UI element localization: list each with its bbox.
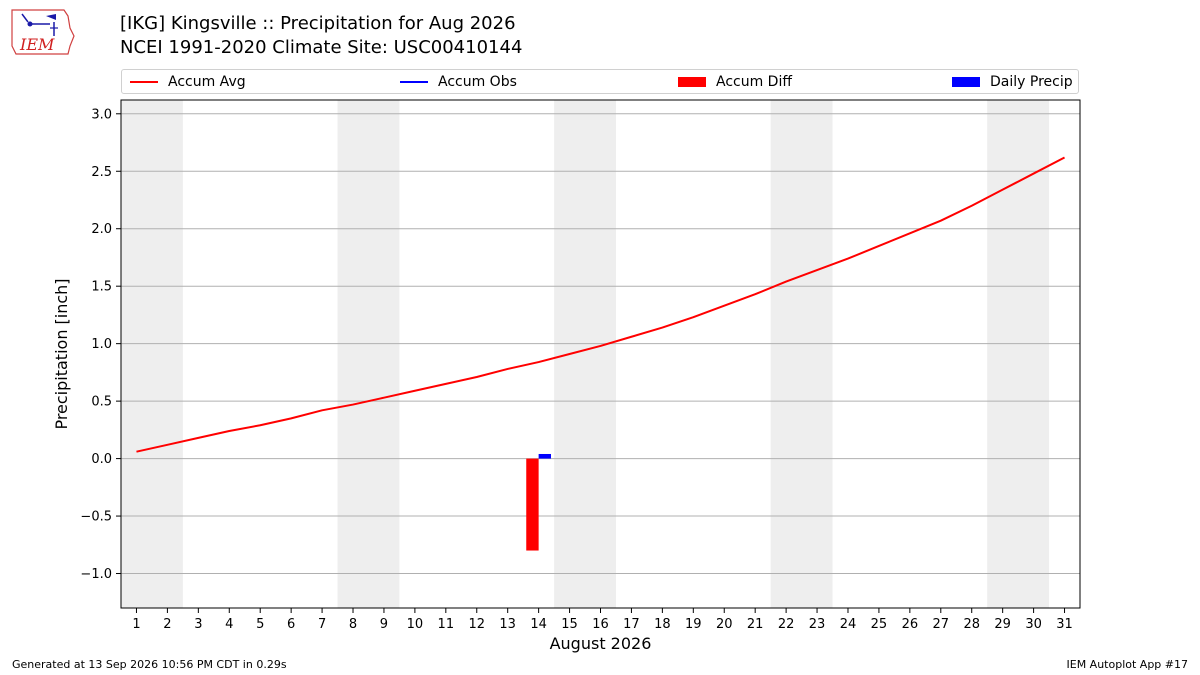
chart-subtitle: NCEI 1991-2020 Climate Site: USC00410144 [120,37,523,58]
y-tick-label: 1.0 [91,337,112,352]
x-tick-label: 4 [225,617,233,632]
weekend-band [987,100,1050,608]
x-tick-label: 7 [318,617,326,632]
weekend-band [121,100,183,608]
weekend-band [337,100,400,608]
x-tick-label: 9 [380,617,388,632]
legend-item-daily-precip: Daily Precip [952,70,1073,93]
x-tick-label: 8 [349,617,357,632]
chart-title: [IKG] Kingsville :: Precipitation for Au… [120,13,516,34]
grid-lines [121,113,1080,575]
x-tick-label: 20 [716,617,733,632]
x-tick-label: 14 [530,617,547,632]
x-tick-label: 6 [287,617,295,632]
y-tick-label: −0.5 [80,510,112,525]
x-tick-label: 29 [994,617,1011,632]
x-tick-label: 24 [840,617,857,632]
bar-daily-precip [538,453,552,459]
x-tick-label: 17 [623,617,640,632]
y-tick-label: 0.5 [91,395,112,410]
legend-label: Accum Avg [168,73,246,90]
y-axis-label: Precipitation [inch] [52,278,71,429]
bars [526,453,552,551]
legend-item-accum-obs: Accum Obs [400,70,517,93]
y-tick-label: 2.5 [91,165,112,180]
x-tick-label: 5 [256,617,264,632]
legend-line-swatch [400,80,428,83]
x-tick-label: 2 [163,617,171,632]
weekend-shading [121,100,1050,608]
x-tick-label: 25 [871,617,888,632]
app-credit: IEM Autoplot App #17 [1066,658,1189,671]
x-tick-label: 12 [468,617,485,632]
x-tick-label: 30 [1025,617,1042,632]
legend: Accum Avg Accum Obs Accum Diff Daily Pre… [121,69,1079,94]
weekend-band [770,100,833,608]
line-accum-avg [136,156,1065,453]
x-tick-label: 28 [963,617,980,632]
x-tick-label: 1 [132,617,140,632]
series-lines [136,156,1065,453]
legend-patch-swatch [952,76,980,87]
x-axis-label: August 2026 [550,634,652,653]
x-tick-label: 27 [933,617,950,632]
bar-accum-diff [526,458,539,551]
x-tick-label: 10 [407,617,424,632]
x-tick-label: 18 [654,617,671,632]
x-tick-label: 26 [902,617,919,632]
x-tick-label: 16 [592,617,609,632]
x-tick-label: 15 [561,617,578,632]
iem-logo-icon: IEM [11,9,75,55]
generated-timestamp: Generated at 13 Sep 2026 10:56 PM CDT in… [12,658,287,671]
legend-line-swatch [130,80,158,83]
x-tick-label: 11 [438,617,455,632]
x-tick-label: 22 [778,617,795,632]
y-tick-label: 3.0 [91,107,112,122]
x-tick-label: 23 [809,617,826,632]
y-tick-label: −1.0 [80,567,112,582]
legend-item-accum-avg: Accum Avg [130,70,246,93]
y-tick-label: 2.0 [91,222,112,237]
x-tick-label: 19 [685,617,702,632]
x-tick-label: 31 [1056,617,1073,632]
legend-item-accum-diff: Accum Diff [678,70,792,93]
y-tick-label: 1.5 [91,280,112,295]
x-tick-label: 21 [747,617,764,632]
legend-label: Daily Precip [990,73,1073,90]
logo-text: IEM [19,35,55,54]
legend-patch-swatch [678,76,706,87]
y-tick-label: 0.0 [91,452,112,467]
x-tick-label: 3 [194,617,202,632]
y-axis-ticks: −1.0 −0.5 0.0 0.5 1.0 1.5 2.0 2.5 3.0 [80,107,121,582]
x-tick-label: 13 [499,617,516,632]
legend-label: Accum Obs [438,73,517,90]
iem-logo: IEM [8,6,80,58]
x-axis-ticks: 1 2 3 4 5 6 7 8 9 10 11 12 13 14 15 16 17 18 19 20 21 22 23 24 2… [132,608,1073,632]
legend-label: Accum Diff [716,73,793,90]
weekend-band [554,100,616,608]
